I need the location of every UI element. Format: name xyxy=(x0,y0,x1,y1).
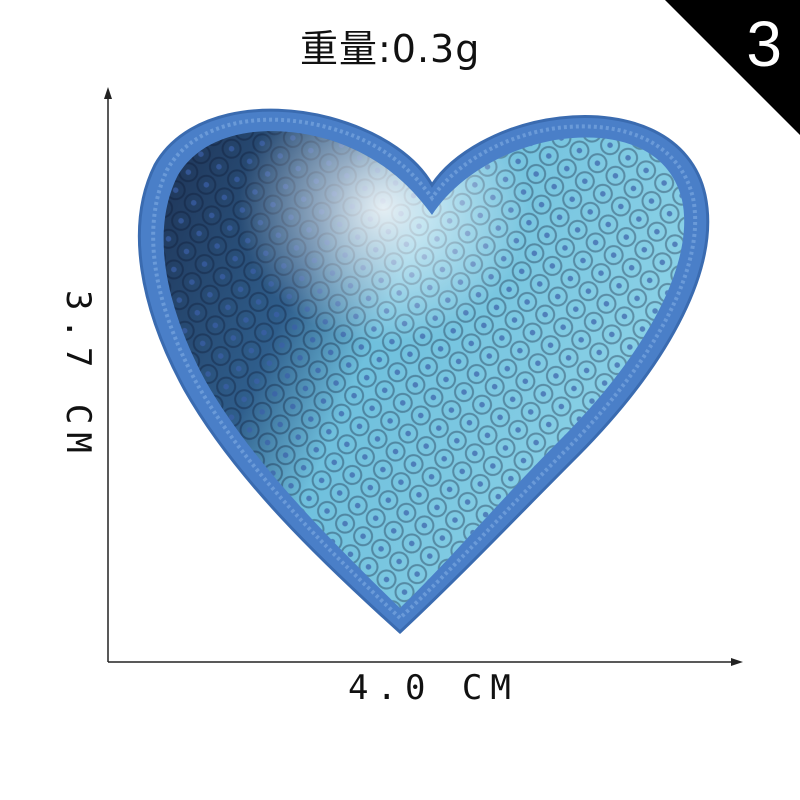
badge-number: 3 xyxy=(746,8,782,80)
badge-triangle xyxy=(665,0,800,135)
width-dimension-label: 4.0 CM xyxy=(348,668,519,708)
corner-badge: 3 xyxy=(665,0,800,135)
weight-label: 重量:0.3g xyxy=(300,27,481,71)
height-dimension-label: 3.7 CM xyxy=(58,290,98,461)
